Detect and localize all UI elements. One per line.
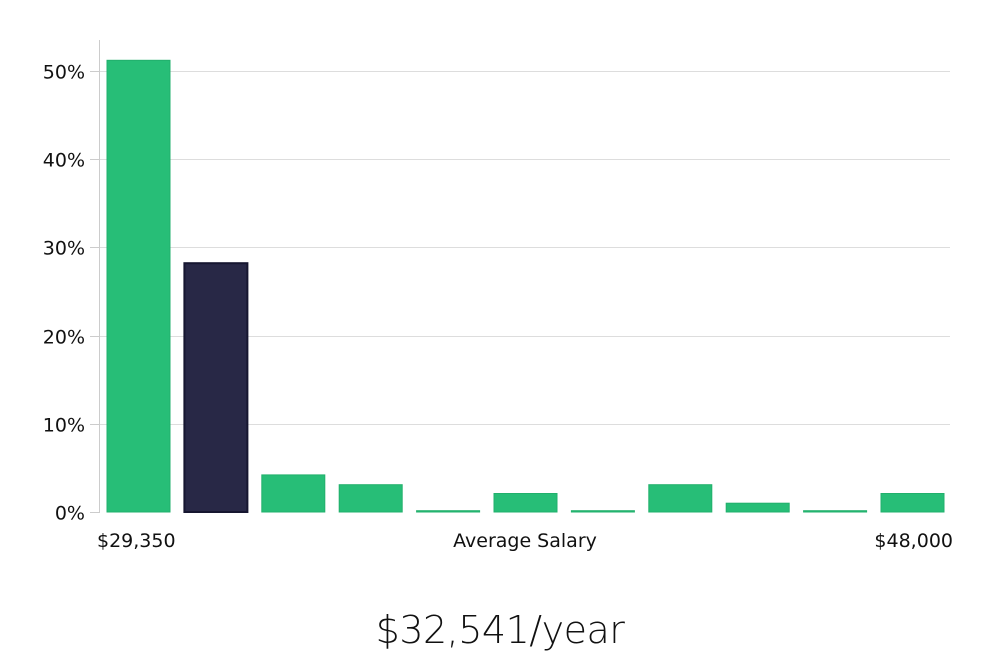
bar xyxy=(338,484,403,513)
y-tick-label: 40% xyxy=(43,150,85,172)
y-tick-label: 30% xyxy=(43,238,85,260)
bar xyxy=(725,502,790,513)
bars xyxy=(106,59,945,514)
bar-highlighted xyxy=(183,262,249,514)
x-axis-labels: $29,350 Average Salary $48,000 xyxy=(97,530,953,552)
x-axis-title: Average Salary xyxy=(453,530,597,552)
x-max-label: $48,000 xyxy=(874,530,953,552)
y-tick-label: 10% xyxy=(43,415,85,437)
y-tick-label: 0% xyxy=(55,503,85,525)
y-tick-labels: 0% 10% 20% 30% 40% 50% xyxy=(43,62,100,525)
bar xyxy=(106,59,171,513)
x-min-label: $29,350 xyxy=(97,530,176,552)
bar xyxy=(648,484,713,513)
average-salary-headline: $32,541/year xyxy=(375,608,625,652)
y-tick-label: 20% xyxy=(43,327,85,349)
bar xyxy=(261,474,326,513)
bar xyxy=(570,510,635,513)
bar xyxy=(493,493,558,513)
bar xyxy=(880,493,945,513)
bar xyxy=(803,510,868,513)
y-tick-label: 50% xyxy=(43,62,85,84)
chart-canvas: 0% 10% 20% 30% 40% 50% $29,350 Average Salary… xyxy=(43,40,953,552)
bar xyxy=(416,510,481,513)
